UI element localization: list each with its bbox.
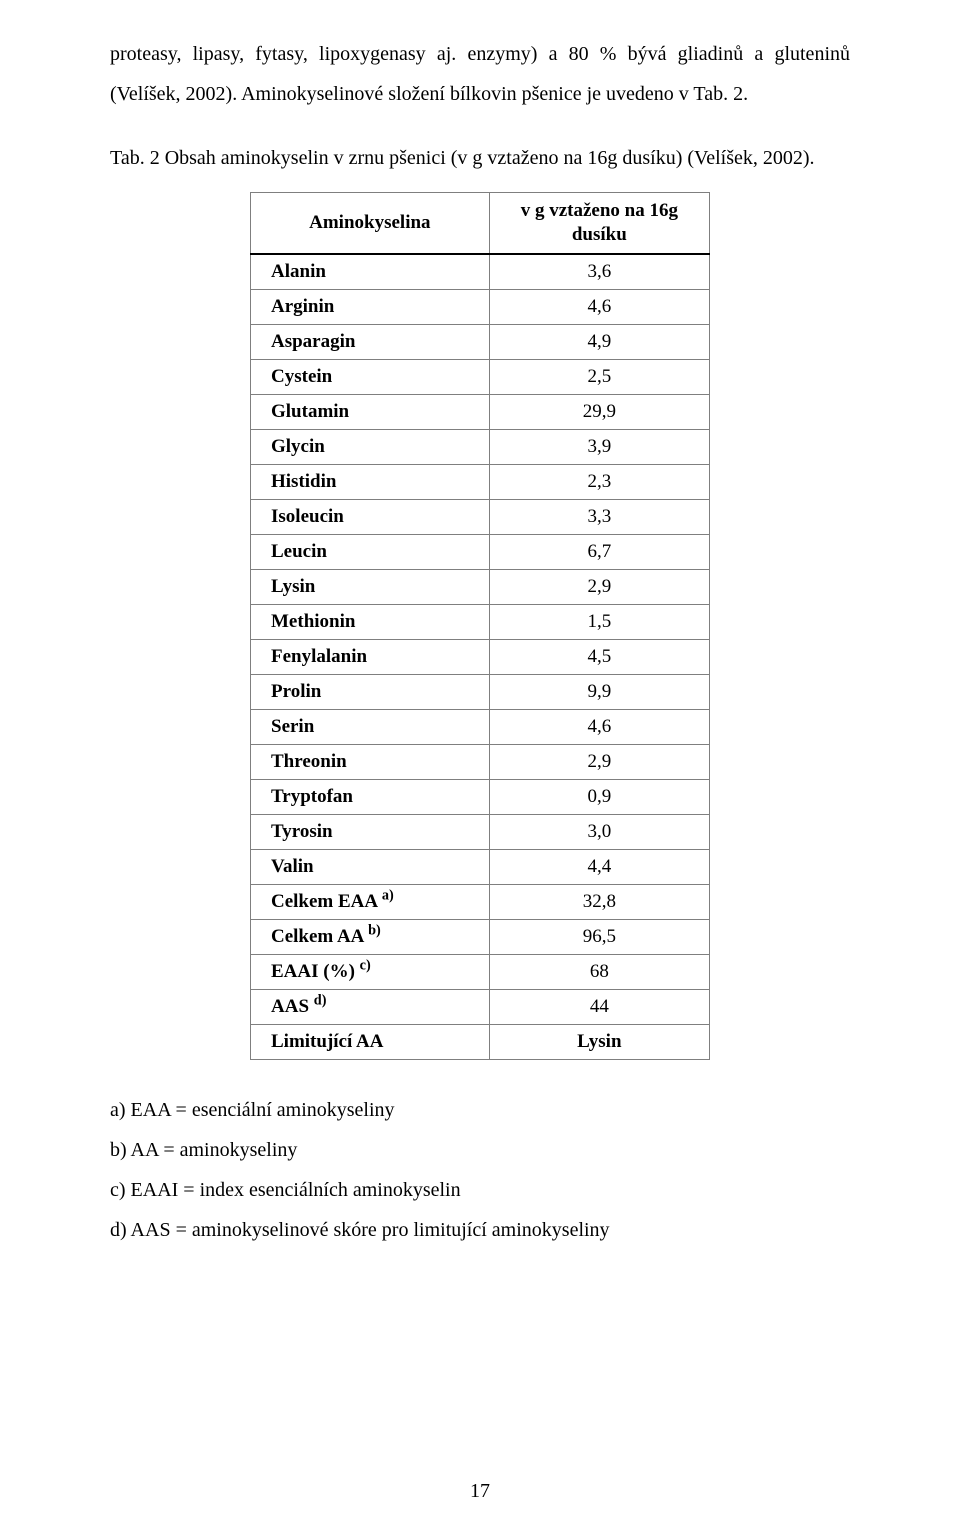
col-header-name: Aminokyselina [251, 193, 490, 254]
cell-value: 68 [489, 954, 709, 989]
table-row: Limitující AALysin [251, 1024, 710, 1059]
table-row: Celkem EAA a)32,8 [251, 884, 710, 919]
superscript: c) [360, 957, 371, 973]
cell-name: Alanin [251, 254, 490, 290]
page-number: 17 [0, 1480, 960, 1503]
cell-name: Valin [251, 849, 490, 884]
table-row: Lysin2,9 [251, 569, 710, 604]
superscript: a) [382, 887, 394, 903]
table-row: Prolin9,9 [251, 674, 710, 709]
body-paragraph: proteasy, lipasy, fytasy, lipoxygenasy a… [110, 34, 850, 114]
table-row: Methionin1,5 [251, 604, 710, 639]
cell-value: 2,9 [489, 744, 709, 779]
cell-name: Cystein [251, 359, 490, 394]
superscript: d) [314, 992, 327, 1008]
cell-name: Glycin [251, 429, 490, 464]
cell-name: Lysin [251, 569, 490, 604]
cell-name: Prolin [251, 674, 490, 709]
cell-name: Arginin [251, 289, 490, 324]
cell-name: Celkem EAA a) [251, 884, 490, 919]
cell-name: Methionin [251, 604, 490, 639]
cell-name: Asparagin [251, 324, 490, 359]
table-row: EAAI (%) c)68 [251, 954, 710, 989]
cell-value: 4,5 [489, 639, 709, 674]
table-row: Histidin2,3 [251, 464, 710, 499]
cell-name: EAAI (%) c) [251, 954, 490, 989]
superscript: b) [368, 922, 381, 938]
table-row: Isoleucin3,3 [251, 499, 710, 534]
table-body: Alanin3,6Arginin4,6Asparagin4,9Cystein2,… [251, 254, 710, 1060]
table-row: Cystein2,5 [251, 359, 710, 394]
table-row: Leucin6,7 [251, 534, 710, 569]
cell-value: 96,5 [489, 919, 709, 954]
cell-name: Histidin [251, 464, 490, 499]
cell-value: 3,3 [489, 499, 709, 534]
table-row: Fenylalanin4,5 [251, 639, 710, 674]
cell-value: 4,6 [489, 709, 709, 744]
table-caption: Tab. 2 Obsah aminokyselin v zrnu pšenici… [110, 138, 850, 178]
cell-value: 2,5 [489, 359, 709, 394]
cell-value: 9,9 [489, 674, 709, 709]
table-row: Asparagin4,9 [251, 324, 710, 359]
cell-name: Threonin [251, 744, 490, 779]
cell-value: 6,7 [489, 534, 709, 569]
cell-name: Serin [251, 709, 490, 744]
cell-name: Fenylalanin [251, 639, 490, 674]
footnote-c: c) EAAI = index esenciálních aminokyseli… [110, 1170, 850, 1210]
col-header-value: v g vztaženo na 16g dusíku [489, 193, 709, 254]
cell-value: 1,5 [489, 604, 709, 639]
cell-value: 44 [489, 989, 709, 1024]
table-row: Threonin2,9 [251, 744, 710, 779]
table-row: Valin4,4 [251, 849, 710, 884]
cell-name: Glutamin [251, 394, 490, 429]
footnote-d: d) AAS = aminokyselinové skóre pro limit… [110, 1210, 850, 1250]
cell-name: Isoleucin [251, 499, 490, 534]
cell-name: Celkem AA b) [251, 919, 490, 954]
col-header-value-line2: dusíku [572, 224, 627, 245]
cell-name: Tryptofan [251, 779, 490, 814]
cell-value: 0,9 [489, 779, 709, 814]
table-header-row: Aminokyselina v g vztaženo na 16g dusíku [251, 193, 710, 254]
cell-value: 32,8 [489, 884, 709, 919]
footnotes: a) EAA = esenciální aminokyseliny b) AA … [110, 1090, 850, 1250]
cell-value: 4,6 [489, 289, 709, 324]
page: proteasy, lipasy, fytasy, lipoxygenasy a… [0, 0, 960, 1531]
cell-value: 3,0 [489, 814, 709, 849]
cell-value: 4,4 [489, 849, 709, 884]
table-row: Alanin3,6 [251, 254, 710, 290]
table-wrap: Aminokyselina v g vztaženo na 16g dusíku… [110, 192, 850, 1060]
cell-name: Limitující AA [251, 1024, 490, 1059]
table-row: AAS d)44 [251, 989, 710, 1024]
col-header-value-line1: v g vztaženo na 16g [521, 200, 678, 221]
footnote-a: a) EAA = esenciální aminokyseliny [110, 1090, 850, 1130]
table-row: Tyrosin3,0 [251, 814, 710, 849]
table-row: Tryptofan0,9 [251, 779, 710, 814]
cell-value: 29,9 [489, 394, 709, 429]
cell-value: 3,9 [489, 429, 709, 464]
cell-value: 2,9 [489, 569, 709, 604]
amino-acid-table: Aminokyselina v g vztaženo na 16g dusíku… [250, 192, 710, 1060]
cell-value: 3,6 [489, 254, 709, 290]
table-row: Glycin3,9 [251, 429, 710, 464]
cell-value: Lysin [489, 1024, 709, 1059]
table-row: Serin4,6 [251, 709, 710, 744]
table-row: Celkem AA b)96,5 [251, 919, 710, 954]
cell-name: Leucin [251, 534, 490, 569]
cell-value: 2,3 [489, 464, 709, 499]
table-row: Glutamin29,9 [251, 394, 710, 429]
cell-value: 4,9 [489, 324, 709, 359]
cell-name: Tyrosin [251, 814, 490, 849]
table-row: Arginin4,6 [251, 289, 710, 324]
cell-name: AAS d) [251, 989, 490, 1024]
footnote-b: b) AA = aminokyseliny [110, 1130, 850, 1170]
